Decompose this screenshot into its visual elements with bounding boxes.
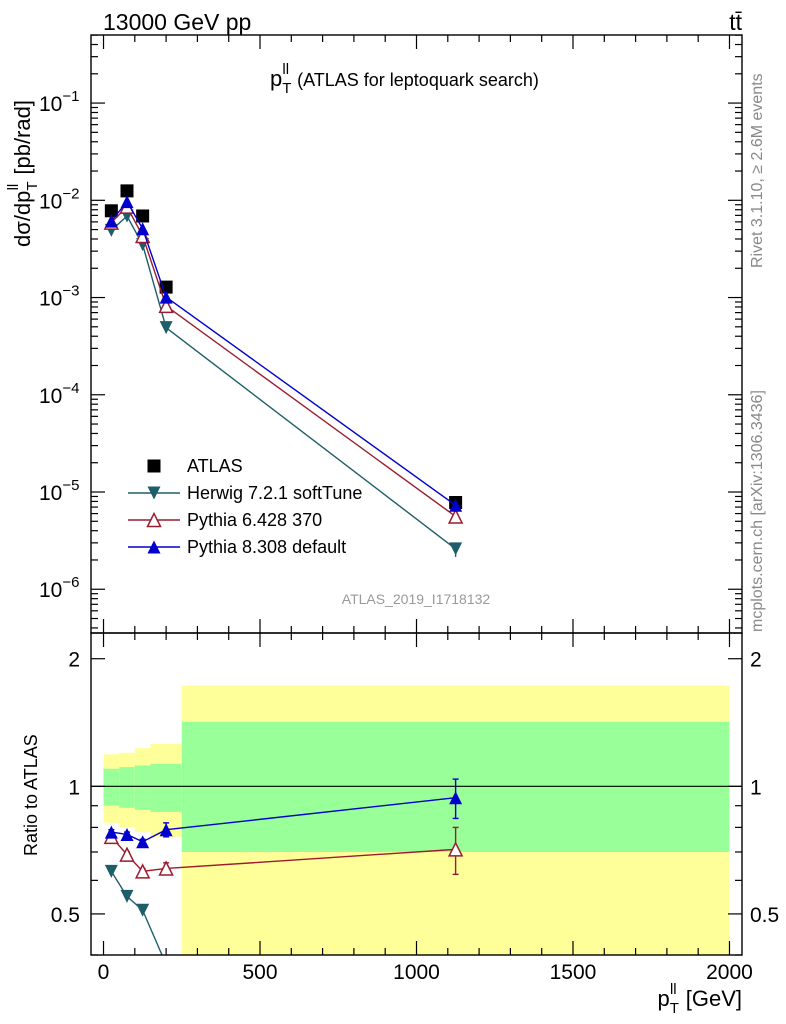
main-ylabel: dσ/dpTll [pb/rad] (5, 100, 41, 247)
data-point-pythia-6-428-370 (158, 297, 174, 314)
header-left: 13000 GeV pp (103, 9, 251, 35)
legend-marker (147, 486, 161, 500)
ratio-ytick-label-right: 1 (750, 776, 762, 799)
legend-item-atlas: ATLAS (147, 456, 243, 476)
ratio-line-herwig-7-2-1-softtune (110, 871, 163, 956)
ratio-ytick-label-left: 0.5 (51, 904, 80, 927)
legend-label: Pythia 6.428 370 (187, 510, 322, 530)
series-pythia-8-308-default (104, 195, 463, 512)
ratio-point-pythia-6-428-370 (134, 863, 151, 879)
legend-label: Herwig 7.2.1 softTune (187, 483, 362, 503)
main-ytick-label: 10−1 (39, 88, 79, 116)
ratio-series-pythia-6-428-370 (103, 826, 464, 879)
main-ytick-label: 10−2 (39, 185, 79, 213)
series-atlas (104, 184, 463, 510)
series-line-pythia-8-308-default (110, 200, 457, 506)
ratio-xtick-label: 0 (98, 961, 110, 984)
ratio-xtick-label: 1000 (393, 961, 440, 984)
main-panel: 10−1 10−2 10−3 10−4 10−5 10−6 pTll (ATLAS for… (5, 34, 743, 634)
watermark: ATLAS_2019_I1718132 (342, 591, 491, 607)
ratio-point-pythia-8-308-default (120, 827, 134, 841)
main-title: pTll (ATLAS for leptoquark search) (270, 61, 539, 97)
uncertainty-band-inner (134, 765, 151, 810)
main-ytick-label: 10−5 (39, 477, 79, 505)
ratio-series-pythia-8-308-default (104, 778, 463, 849)
legend: ATLAS Herwig 7.2.1 softTune Pythia 6.428 3… (128, 456, 362, 557)
legend-item-pythia-6-428-370: Pythia 6.428 370 (128, 510, 322, 530)
ratio-ytick-label-left: 1 (68, 776, 80, 799)
ratio-xlabel: pTll [GeV] (658, 981, 742, 1017)
uncertainty-band-inner (103, 768, 120, 806)
data-point-atlas (104, 204, 118, 218)
legend-marker (147, 540, 161, 554)
data-point-pythia-8-308-default (159, 290, 173, 304)
ratio-panel: 0.5 0.5 1 1 2 2 0 500 1000 1500 2000 Ratio to ATLA… (21, 632, 779, 1017)
data-point-atlas (159, 280, 173, 294)
ratio-xtick-label: 500 (242, 961, 277, 984)
ratio-point-pythia-6-428-370 (119, 846, 135, 862)
series-herwig-7-2-1-softtune (104, 209, 463, 556)
main-ytick-label: 10−3 (39, 283, 79, 311)
data-point-pythia-8-308-default (449, 498, 463, 512)
legend-marker (146, 511, 162, 528)
ratio-point-pythia-6-428-370 (447, 841, 464, 857)
header-right: tt̄ (729, 9, 742, 35)
ratio-point-pythia-8-308-default (449, 791, 463, 805)
ratio-point-herwig-7-2-1-softtune (120, 889, 134, 903)
data-point-pythia-8-308-default (104, 214, 118, 228)
legend-item-herwig-7-2-1-softtune: Herwig 7.2.1 softTune (128, 483, 362, 503)
legend-marker (147, 459, 161, 473)
data-point-atlas (136, 209, 150, 223)
ratio-ytick-label-right: 0.5 (750, 904, 779, 927)
rivet-label: Rivet 3.1.10, ≥ 2.6M events (749, 73, 766, 268)
legend-item-pythia-8-308-default: Pythia 8.308 default (128, 537, 346, 557)
data-point-atlas (120, 184, 134, 198)
data-point-herwig-7-2-1-softtune (159, 321, 173, 335)
data-point-pythia-6-428-370 (447, 508, 464, 524)
legend-label: Pythia 8.308 default (187, 537, 346, 557)
ratio-ytick-label-right: 2 (750, 649, 762, 672)
ratio-ytick-label-left: 2 (68, 649, 80, 672)
uncertainty-band-inner (150, 763, 182, 812)
data-point-pythia-8-308-default (120, 195, 134, 209)
ratio-series-herwig-7-2-1-softtune (104, 864, 163, 956)
ratio-xtick-label: 1500 (550, 961, 597, 984)
series-pythia-6-428-370 (103, 198, 464, 524)
data-point-pythia-8-308-default (136, 222, 150, 236)
main-ytick-label: 10−6 (39, 574, 79, 602)
ratio-point-pythia-8-308-default (104, 825, 118, 839)
ratio-point-pythia-8-308-default (136, 835, 150, 849)
mcplots-label: mcplots.cern.ch [arXiv:1306.3436] (749, 390, 766, 632)
ratio-xtick-label: 2000 (706, 961, 753, 984)
series-line-pythia-6-428-370 (110, 205, 457, 518)
ratio-point-pythia-6-428-370 (158, 860, 174, 876)
ratio-point-herwig-7-2-1-softtune (136, 903, 150, 917)
ratio-point-herwig-7-2-1-softtune (104, 864, 118, 878)
main-ytick-label: 10−4 (39, 380, 79, 408)
ratio-point-pythia-8-308-default (159, 823, 173, 837)
legend-label: ATLAS (187, 456, 243, 476)
uncertainty-band-inner (119, 767, 135, 808)
ratio-ylabel: Ratio to ATLAS (21, 734, 41, 856)
